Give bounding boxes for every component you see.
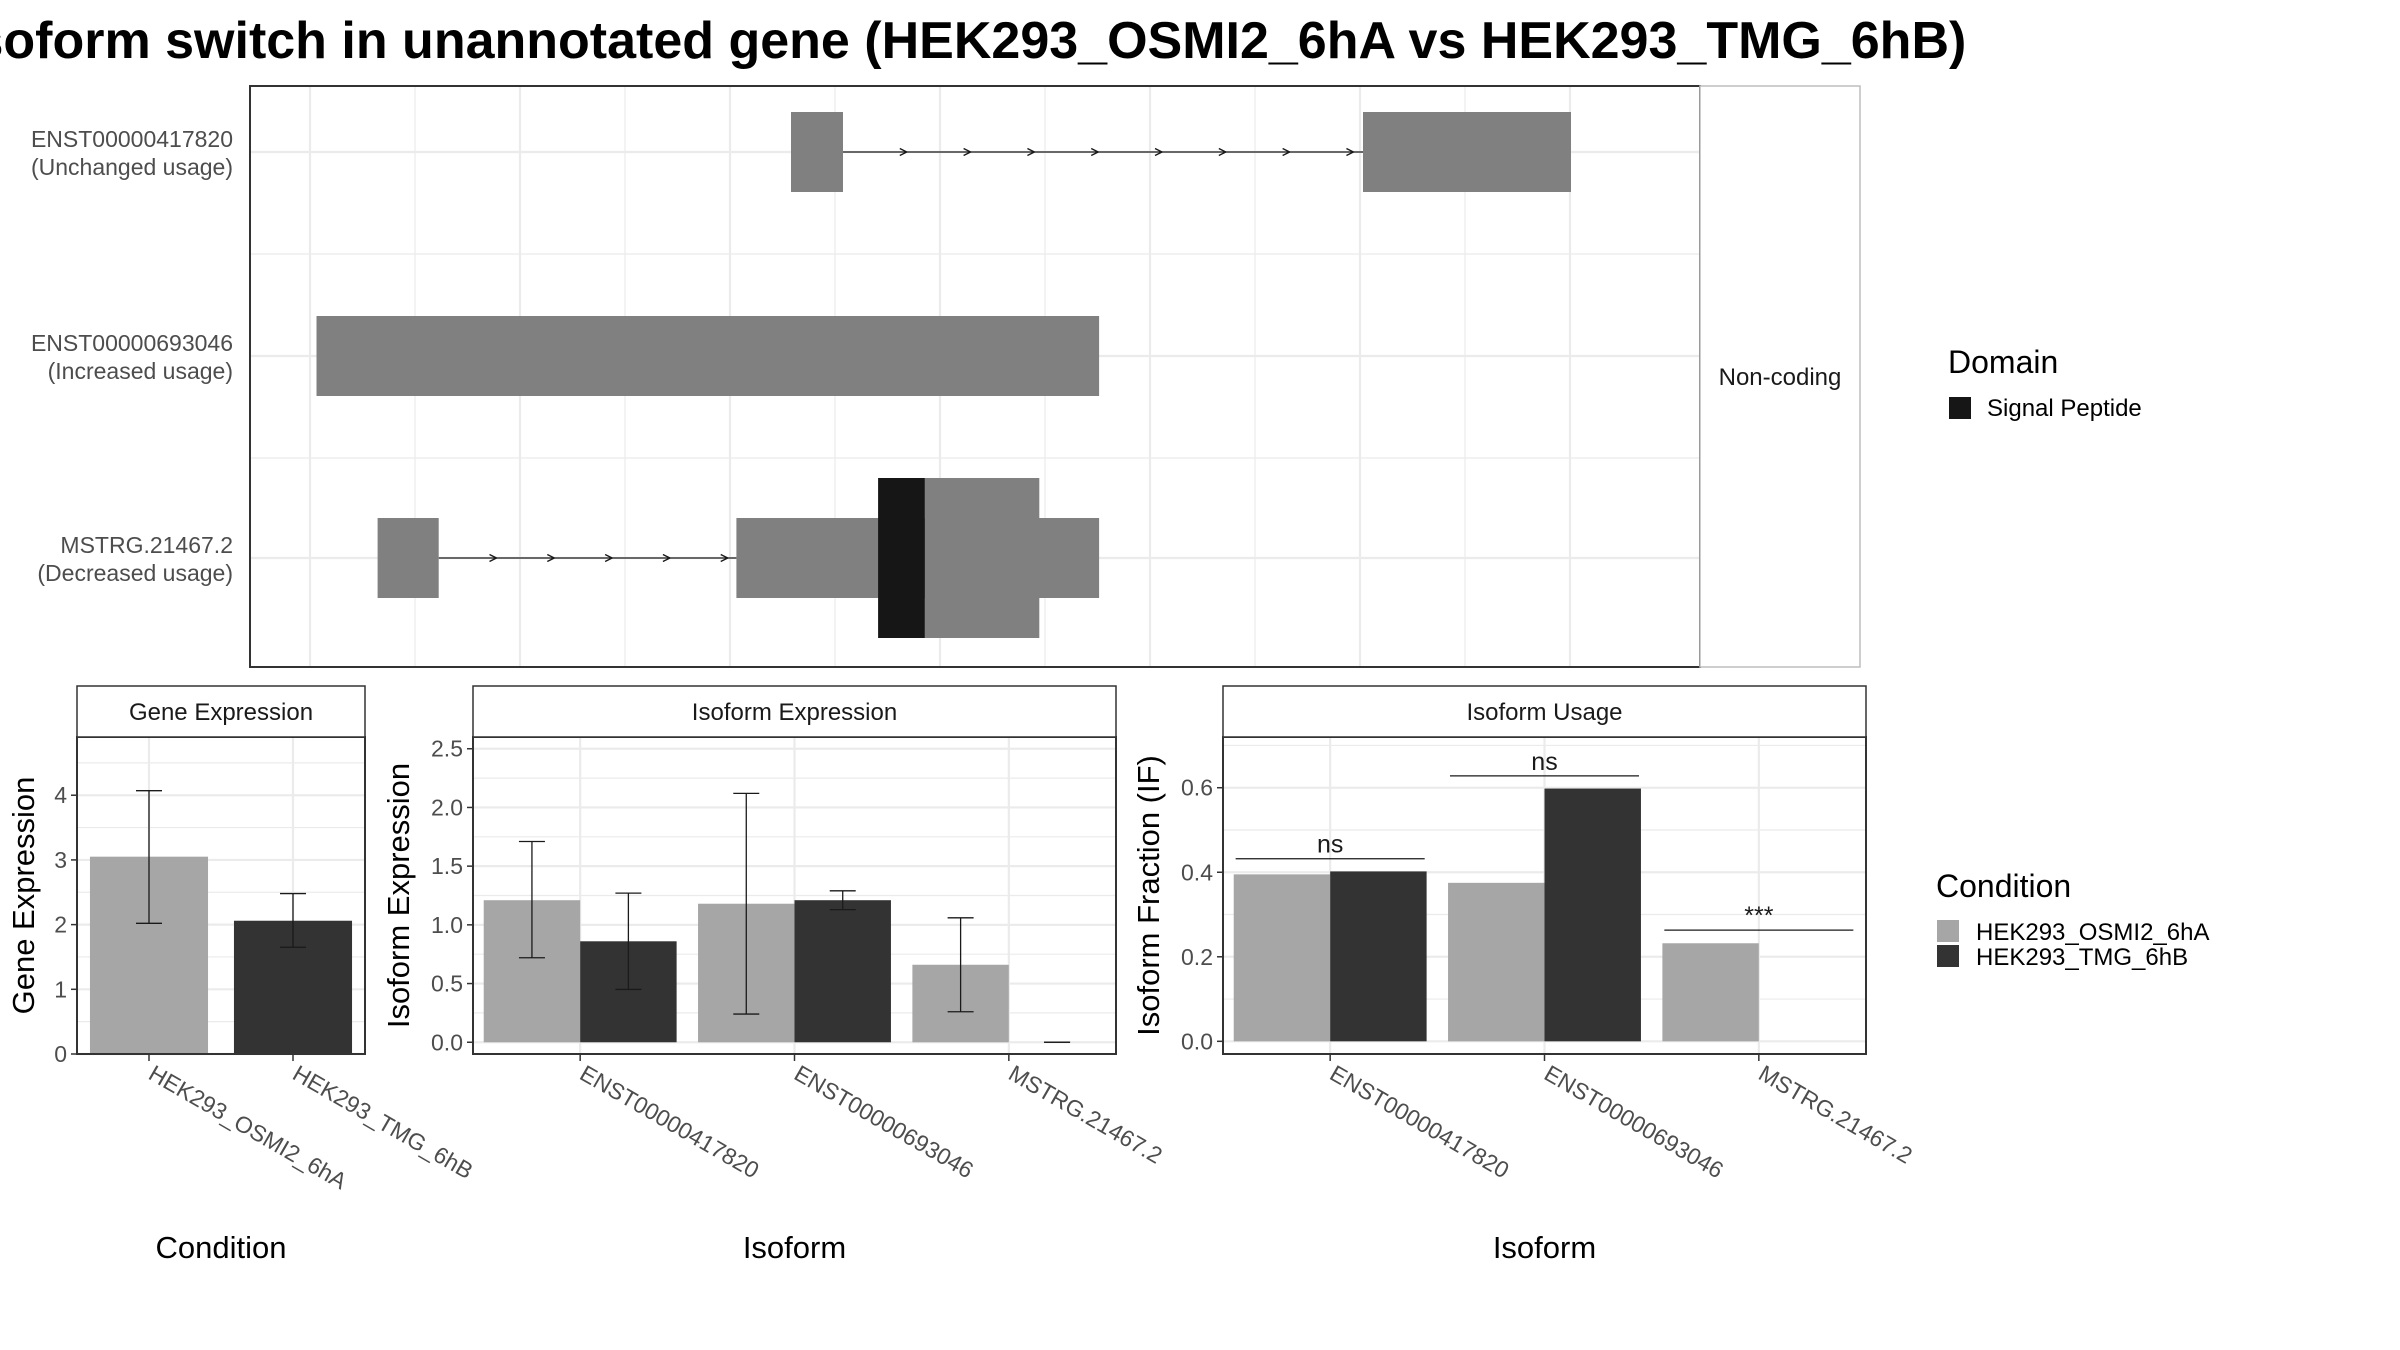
y-axis-label: Isoform Fraction (IF) (1131, 755, 1166, 1036)
transcript-label: MSTRG.21467.2 (60, 532, 233, 558)
condition-legend-swatch (1937, 920, 1959, 942)
x-tick-label-mstrg-21467-2: MSTRG.21467.2 (1754, 1060, 1916, 1169)
bar-hek293-tmg-6hb-enst00000417820 (1330, 871, 1427, 1042)
structure-strip (1699, 85, 1861, 668)
transcript-row-enst00000693046: ENST00000693046(Increased usage) (31, 316, 1100, 396)
y-tick-label: 1 (54, 976, 67, 1002)
y-tick-label: 0.2 (1181, 944, 1213, 970)
transcript-row-mstrg-21467-2: MSTRG.21467.2(Decreased usage) (37, 478, 1100, 638)
y-tick-label: 2.0 (431, 794, 463, 820)
bar-hek293-osmi2-6ha-enst00000417820 (1233, 874, 1331, 1042)
intron-arrow (899, 147, 909, 157)
panel-title: Gene Expression (129, 699, 313, 726)
strip-label-non-coding: Non-coding (1719, 364, 1842, 391)
exon-block (316, 316, 1100, 396)
bar-hek293-tmg-6hb-enst00000693046 (1544, 788, 1641, 1042)
transcript-label: ENST00000417820 (31, 126, 233, 152)
significance-label: *** (1744, 902, 1773, 930)
intron-arrow (1346, 147, 1355, 157)
condition-legend-title: Condition (1936, 868, 2071, 904)
y-tick-label: 0.4 (1181, 859, 1213, 885)
exon-block (1363, 112, 1571, 192)
y-tick-label: 0.0 (1181, 1028, 1213, 1054)
bar-hek293-tmg-6hb-enst00000693046 (794, 900, 891, 1043)
bar-hek293-osmi2-6ha-mstrg-21467-2 (1662, 943, 1759, 1042)
transcript-usage-label: (Increased usage) (48, 358, 233, 384)
y-tick-label: 0 (54, 1041, 67, 1067)
panel-strip (472, 685, 1117, 738)
y-tick-label: 1.0 (431, 912, 463, 938)
y-tick-label: 0.0 (431, 1029, 463, 1055)
intron-arrow (1282, 147, 1292, 157)
y-tick-label: 0.5 (431, 971, 463, 997)
panel-strip (1222, 685, 1867, 738)
panel-isoform-expression: 0.0 0.5 1.0 1.5 2.0 2.5 Isoform Expression ENST… (381, 685, 1167, 1265)
transcript-structure-panel: ENST00000417820(Unchanged usage)ENST0000… (31, 85, 1861, 668)
y-tick-label: 3 (54, 847, 67, 873)
transcript-usage-label: (Unchanged usage) (31, 154, 233, 180)
x-tick-label-enst00000417820: ENST00000417820 (576, 1060, 764, 1184)
x-axis-label: Isoform (1493, 1230, 1596, 1265)
domain-region (924, 478, 1040, 638)
intron-arrow (1090, 147, 1100, 157)
y-axis-label: Gene Expression (6, 777, 41, 1015)
panel-title: Isoform Usage (1466, 699, 1622, 726)
intron-arrow (604, 553, 614, 563)
x-tick-label-enst00000693046: ENST00000693046 (1540, 1060, 1728, 1184)
y-tick-label: 2.5 (431, 736, 463, 762)
condition-legend-swatch (1937, 945, 1959, 967)
panel-strip (76, 685, 366, 738)
panel-isoform-usage: 0.0 0.2 0.4 0.6 ns ns *** Isoform Usage ENST0000… (1131, 685, 1917, 1265)
transcript-usage-label: (Decreased usage) (37, 560, 233, 586)
x-axis-label: Condition (156, 1230, 287, 1265)
significance-label: ns (1317, 831, 1343, 859)
domain-legend-item-signal-peptide: Signal Peptide (1987, 395, 2142, 422)
exon-block (791, 112, 843, 192)
condition-legend-item-hek293-tmg-6hb: HEK293_TMG_6hB (1976, 944, 2188, 971)
domain-legend-swatch (1949, 397, 1971, 419)
intron-arrow (489, 553, 499, 563)
intron-arrow (546, 553, 556, 563)
figure-title: Isoform switch in unannotated gene (HEK2… (0, 12, 1966, 70)
y-tick-label: 1.5 (431, 853, 463, 879)
x-tick-label-enst00000693046: ENST00000693046 (790, 1060, 978, 1184)
intron-arrow (720, 553, 730, 563)
y-axis-label: Isoform Expression (381, 763, 416, 1028)
x-tick-label-enst00000417820: ENST00000417820 (1326, 1060, 1514, 1184)
exon-block (377, 518, 439, 598)
intron-arrow (1027, 147, 1036, 157)
y-tick-label: 4 (54, 782, 67, 808)
domain-legend: Domain Signal Peptide (1948, 344, 2142, 422)
domain-legend-title: Domain (1948, 344, 2058, 380)
intron-arrow (662, 553, 672, 563)
intron-arrow (963, 147, 973, 157)
condition-legend-item-hek293-osmi2-6ha: HEK293_OSMI2_6hA (1976, 919, 2209, 946)
y-tick-label: 0.6 (1181, 775, 1213, 801)
y-tick-label: 2 (54, 912, 67, 938)
x-axis-label: Isoform (743, 1230, 846, 1265)
transcript-row-enst00000417820: ENST00000417820(Unchanged usage) (31, 112, 1571, 192)
transcript-label: ENST00000693046 (31, 330, 233, 356)
x-tick-label-mstrg-21467-2: MSTRG.21467.2 (1004, 1060, 1166, 1169)
signal-peptide-domain (878, 478, 925, 638)
intron-arrow (1154, 147, 1164, 157)
bar-hek293-osmi2-6ha-enst00000693046 (1448, 882, 1545, 1042)
intron-arrow (1218, 147, 1228, 157)
significance-label: ns (1531, 748, 1557, 776)
panel-title: Isoform Expression (692, 699, 897, 726)
